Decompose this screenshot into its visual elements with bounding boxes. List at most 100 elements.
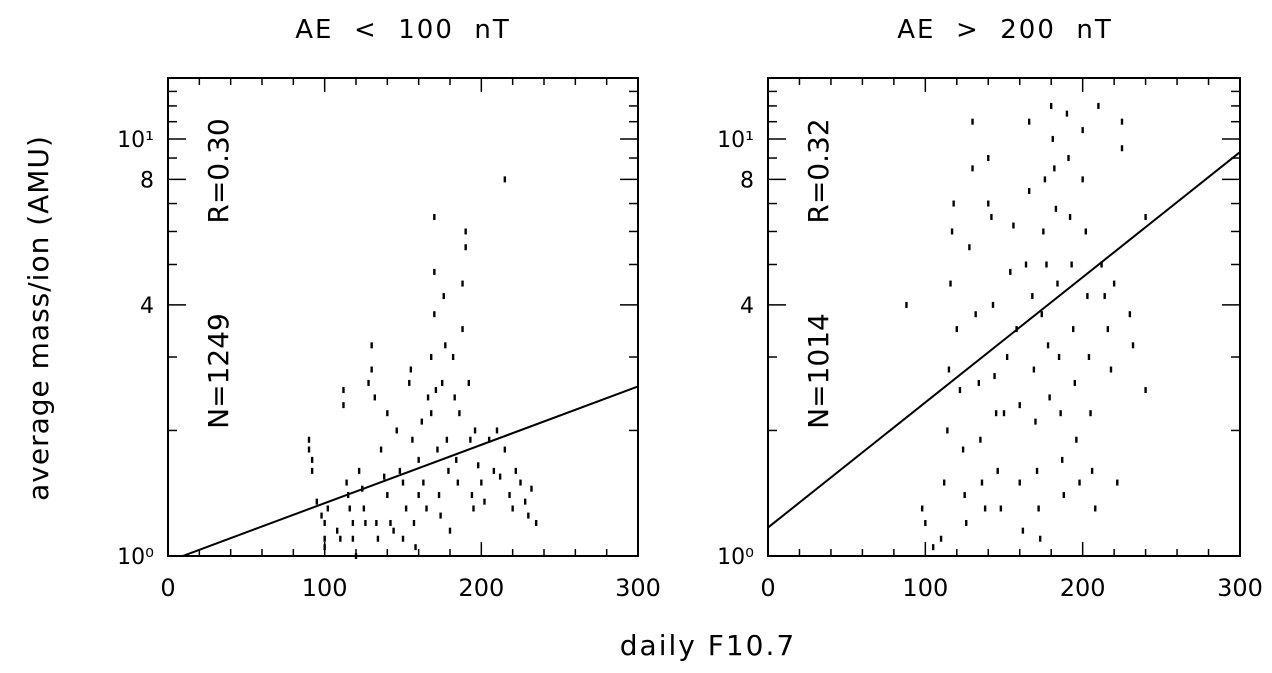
data-point [379,446,383,453]
data-point [430,354,433,361]
data-point [990,213,993,220]
data-point [999,505,1003,512]
data-point [323,535,326,542]
data-point [1106,326,1110,333]
data-point [961,446,965,453]
data-point [433,268,436,275]
data-point [420,418,423,425]
data-point [1078,479,1081,486]
data-point [974,311,977,318]
data-point [370,366,373,373]
data-point [971,165,974,172]
data-point [469,436,472,443]
data-point [1144,213,1147,220]
data-point [1090,467,1094,474]
data-point [362,505,366,512]
data-point [1051,135,1054,142]
y-tick-label: 10⁰ [117,545,154,570]
data-point [434,387,438,394]
data-point [323,544,326,551]
data-point [436,446,439,453]
y-axis-label: average mass/ion (AMU) [22,135,55,501]
data-point [404,505,408,512]
data-point [1027,118,1031,125]
data-point [1057,354,1061,361]
data-point [993,373,996,380]
data-point [1038,535,1042,542]
data-point [336,527,339,534]
data-point [958,387,962,394]
data-point [1056,280,1059,287]
data-point [1053,165,1056,172]
data-point [947,366,951,373]
data-point [1024,261,1028,268]
data-point [952,200,955,207]
data-point [530,485,533,492]
plot-frame [767,77,1241,557]
y-tick-label: 10¹ [117,128,154,153]
data-point [412,519,416,526]
data-point [994,410,998,417]
data-point [1054,205,1058,212]
data-point [375,519,378,526]
data-point [1040,311,1043,318]
fit-line [768,151,1240,529]
x-tick-label: 100 [902,574,948,602]
data-point [444,342,447,349]
data-point [949,280,952,287]
data-point [1128,311,1132,318]
data-point [348,505,351,512]
data-point [422,479,425,486]
data-point [376,535,380,542]
data-point [364,519,367,526]
data-point [386,410,389,417]
data-point [1018,479,1021,486]
data-point [508,492,511,499]
data-point [461,280,464,287]
data-point [445,436,449,443]
r-annotation: R=0.32 [802,118,835,223]
data-point [461,326,464,333]
data-point [310,467,314,474]
y-tick-label: 8 [740,168,754,193]
panel-high-ae: AE > 200 nT N=1014 R=0.32 0 100 200 300 10⁰ 4… [717,15,1263,602]
data-point [433,213,436,220]
data-point [1062,492,1065,499]
data-point [458,410,461,417]
data-point [433,311,436,318]
data-point [963,492,966,499]
x-tick-label: 200 [1060,574,1106,602]
data-point [987,155,990,162]
data-point [440,379,444,386]
data-point [1081,127,1084,134]
data-point [514,467,517,474]
data-point [1012,222,1015,229]
data-point [979,436,982,443]
data-point [1046,342,1050,349]
n-annotation: N=1014 [802,313,835,429]
data-point [534,519,538,526]
fit-line [179,385,638,556]
data-point [437,492,441,499]
plot-frame [167,77,639,557]
data-point [467,379,470,386]
data-point [455,456,458,463]
data-point [472,505,475,512]
data-point [307,436,311,443]
data-point [414,544,417,551]
data-point [425,505,428,512]
data-point [920,505,924,512]
data-point [417,492,420,499]
data-point [357,467,361,474]
panel-title: AE < 100 nT [295,15,511,45]
data-point [1037,505,1040,512]
data-point [398,467,402,474]
y-tick-label: 10¹ [717,128,754,153]
data-point [395,427,398,434]
data-point [373,394,376,401]
data-point [342,402,345,409]
data-point [383,473,386,480]
data-point [1089,410,1092,417]
data-point [1087,354,1091,361]
